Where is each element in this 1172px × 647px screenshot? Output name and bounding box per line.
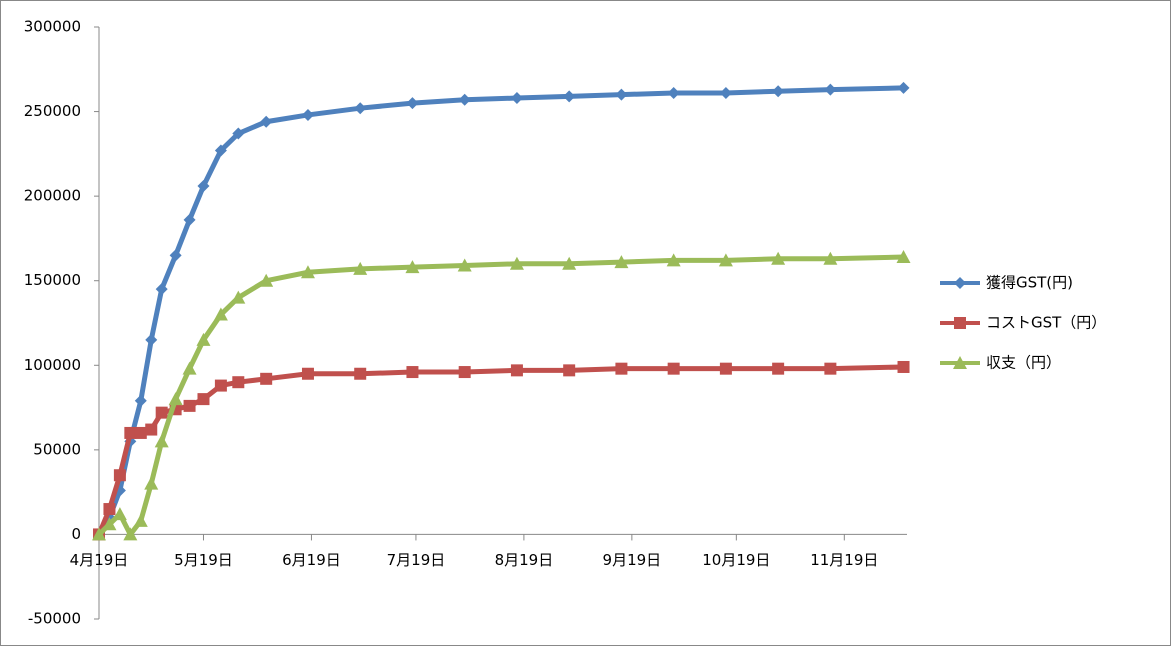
x-tick-label: 4月19日 <box>70 551 129 569</box>
legend-label: 収支（円） <box>986 354 1061 372</box>
marker <box>155 283 168 296</box>
marker <box>124 426 137 439</box>
marker <box>300 265 315 279</box>
marker <box>144 476 159 490</box>
marker <box>155 406 168 419</box>
marker <box>510 364 523 377</box>
marker <box>897 81 910 94</box>
marker <box>197 393 210 406</box>
legend-label: 獲得GST(円) <box>986 274 1073 292</box>
marker <box>145 333 158 346</box>
marker <box>615 362 628 375</box>
marker <box>133 513 148 527</box>
x-tick-label: 9月19日 <box>603 551 662 569</box>
marker <box>772 362 785 375</box>
marker <box>231 290 246 304</box>
marker <box>354 367 367 380</box>
marker <box>510 92 523 105</box>
x-tick-label: 8月19日 <box>495 551 554 569</box>
marker <box>168 392 183 406</box>
marker <box>260 115 273 128</box>
x-tick-label: 6月19日 <box>282 551 341 569</box>
marker <box>259 273 274 287</box>
marker <box>509 256 524 270</box>
marker <box>103 503 116 516</box>
marker <box>562 256 577 270</box>
marker <box>405 260 420 274</box>
marker <box>771 251 786 265</box>
marker <box>824 362 837 375</box>
marker <box>196 332 211 346</box>
y-tick-label: 300000 <box>24 18 81 36</box>
marker <box>719 86 732 99</box>
marker <box>824 83 837 96</box>
marker <box>183 399 196 412</box>
y-tick-label: 150000 <box>24 271 81 289</box>
marker <box>112 507 127 521</box>
marker <box>102 517 117 531</box>
marker <box>301 108 314 121</box>
x-tick-label: 11月19日 <box>810 551 878 569</box>
y-tick-label: 250000 <box>24 102 81 120</box>
marker <box>154 434 169 448</box>
marker <box>113 469 126 482</box>
marker <box>134 426 147 439</box>
marker <box>214 379 227 392</box>
marker <box>197 179 210 192</box>
marker <box>353 261 368 275</box>
marker <box>301 367 314 380</box>
marker <box>897 360 910 373</box>
marker <box>667 86 680 99</box>
marker <box>954 317 966 329</box>
marker <box>183 213 196 226</box>
y-tick-label: 50000 <box>33 440 81 458</box>
marker <box>719 362 732 375</box>
y-tick-label: -50000 <box>28 610 81 628</box>
marker <box>406 366 419 379</box>
marker <box>406 97 419 110</box>
marker <box>354 102 367 115</box>
marker <box>615 88 628 101</box>
marker <box>134 394 147 407</box>
marker <box>458 93 471 106</box>
marker <box>123 527 138 541</box>
legend-label: コストGST（円） <box>986 314 1106 332</box>
marker <box>145 423 158 436</box>
marker <box>260 372 273 385</box>
marker <box>457 258 472 272</box>
y-tick-label: 0 <box>71 525 81 543</box>
marker <box>92 527 106 541</box>
x-tick-label: 10月19日 <box>702 551 770 569</box>
marker <box>458 366 471 379</box>
marker <box>213 307 228 321</box>
marker <box>563 90 576 103</box>
marker <box>182 361 197 375</box>
marker <box>823 251 838 265</box>
marker <box>232 376 245 389</box>
x-tick-label: 5月19日 <box>174 551 233 569</box>
marker <box>772 85 785 98</box>
marker <box>169 249 182 262</box>
marker <box>718 253 733 267</box>
marker <box>953 356 967 369</box>
marker <box>563 364 576 377</box>
marker <box>614 255 629 269</box>
marker <box>214 144 227 157</box>
marker <box>666 253 681 267</box>
marker <box>954 277 966 289</box>
y-tick-label: 200000 <box>24 187 81 205</box>
marker <box>896 250 911 264</box>
x-tick-label: 7月19日 <box>387 551 446 569</box>
marker <box>667 362 680 375</box>
y-tick-label: 100000 <box>24 356 81 374</box>
marker <box>232 127 245 140</box>
